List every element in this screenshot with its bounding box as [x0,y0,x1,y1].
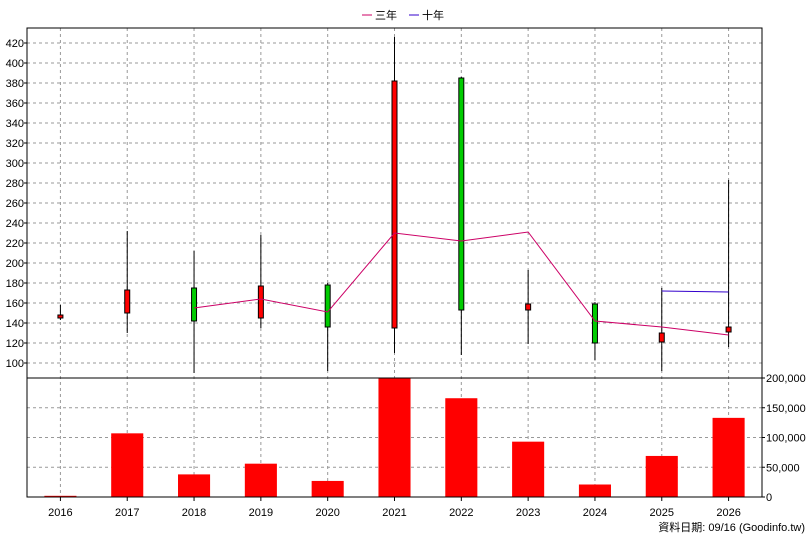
footer-note: 資料日期: 09/16 (Goodinfo.tw) [658,520,805,534]
price-tick-label: 220 [6,238,24,250]
candle-body [525,303,532,311]
x-tick-label: 2023 [516,507,540,519]
price-tick-label: 180 [6,278,24,290]
candle-body [257,285,264,319]
x-tick-label: 2022 [449,507,473,519]
volume-bar [445,398,478,497]
volume-bar [512,441,545,497]
volume-tick-label: 0 [766,492,772,504]
x-tick-label: 2024 [583,507,607,519]
price-tick-label: 320 [6,138,24,150]
x-tick-label: 2019 [249,507,273,519]
x-axis: 2016 2017 2018 2019 2020 2021 2022 2023 2024 2025… [48,497,741,519]
volume-bar [578,484,611,497]
series-line [661,290,729,293]
volume-bar [244,463,277,497]
price-tick-label: 340 [6,118,24,130]
moving-average-lines [193,231,729,336]
candle-body [458,77,465,311]
candle-body [658,332,665,343]
volume-bar [712,417,745,497]
price-tick-label: 360 [6,98,24,110]
price-tick-label: 240 [6,218,24,230]
x-tick-label: 2026 [716,507,740,519]
volume-bars [44,378,745,497]
candle-body [124,289,131,314]
price-tick-label: 400 [6,58,24,70]
price-tick-label: 120 [6,338,24,350]
price-tick-label: 260 [6,198,24,210]
price-tick-label: 200 [6,258,24,270]
volume-tick-label: 100,000 [766,433,806,445]
price-tick-label: 300 [6,158,24,170]
candle-body [391,80,398,329]
volume-axis: 0 50,000 100,000 150,000 200,000 [762,373,806,504]
x-tick-label: 2018 [182,507,206,519]
x-tick-label: 2025 [650,507,674,519]
volume-bar [378,378,411,497]
volume-tick-label: 200,000 [766,373,806,385]
x-tick-label: 2017 [115,507,139,519]
volume-tick-label: 50,000 [766,462,800,474]
price-tick-label: 140 [6,318,24,330]
volume-tick-label: 150,000 [766,403,806,415]
series-line [193,231,729,336]
price-tick-label: 420 [6,38,24,50]
price-tick-label: 100 [6,358,24,370]
volume-bar [111,433,144,497]
volume-bar [44,495,77,497]
price-tick-label: 380 [6,78,24,90]
volume-bar [311,480,344,497]
candle-body [57,314,64,319]
x-tick-label: 2020 [315,507,339,519]
x-tick-label: 2016 [48,507,72,519]
legend-label-ten-year: 十年 [422,8,444,22]
price-tick-label: 280 [6,178,24,190]
price-tick-label: 160 [6,298,24,310]
candle-body [191,287,198,322]
legend-label-three-year: 三年 [375,8,397,22]
candle-body [725,326,732,333]
candles [57,37,732,373]
x-tick-label: 2021 [382,507,406,519]
volume-bar [645,455,678,497]
price-axis: 100 120 140 160 180 200 220 240 260 280 300 320 340 3… [6,38,27,370]
candle-body [324,284,331,328]
candle-body [591,303,598,344]
legend: 三年 十年 [362,8,444,22]
volume-bar [178,474,211,497]
